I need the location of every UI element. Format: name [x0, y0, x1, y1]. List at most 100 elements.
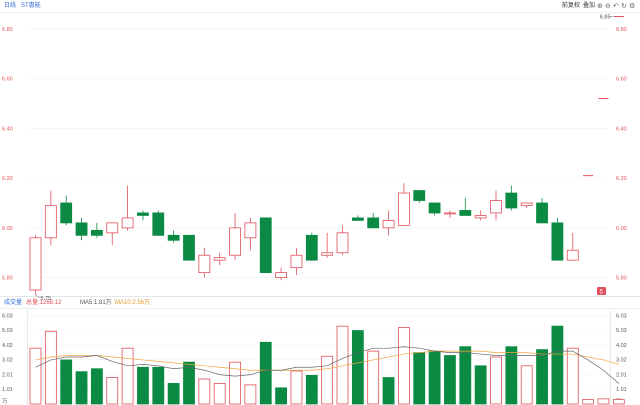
price-tick-label-left: 6.40 [2, 126, 13, 132]
candle-body [229, 227, 241, 256]
candle-body [244, 222, 257, 239]
settings-icon[interactable]: ⚙ [629, 2, 635, 10]
volume-bar [244, 384, 257, 405]
volume-tick-label-right: 4.02 [616, 343, 627, 349]
volume-bar [505, 346, 518, 405]
volume-tick-label-left: 5.03 [2, 328, 13, 334]
adjust-mode-button[interactable]: 前复权 [562, 3, 581, 9]
volume-bar [582, 399, 594, 405]
volume-bar [367, 350, 380, 405]
volume-bar [490, 356, 502, 405]
volume-bar [75, 371, 88, 405]
refresh-icon[interactable]: ↻ [621, 2, 627, 10]
volume-bar [29, 347, 42, 405]
volume-bar [597, 398, 610, 405]
volume-tick-label-right: 2.01 [616, 372, 627, 378]
ma10-line [35, 350, 619, 371]
volume-bar [60, 359, 73, 405]
volume-bar [444, 355, 456, 405]
candle-body [183, 234, 195, 261]
zoom-out-icon[interactable]: ⊖ [605, 2, 611, 10]
price-tick-label-left: 6.20 [2, 176, 13, 182]
volume-bar [428, 350, 441, 405]
volume-bar [152, 366, 165, 405]
volume-bar [459, 346, 472, 405]
candle-body [121, 217, 134, 229]
candle-body [397, 192, 410, 226]
price-tick-label-right: 6.40 [616, 126, 627, 132]
limit-badge-label: 5 [600, 290, 604, 296]
volume-bar [321, 355, 334, 405]
candle-body [60, 202, 73, 224]
candle-body [566, 249, 579, 261]
candle-body [305, 234, 318, 261]
volume-bar [566, 347, 579, 405]
candle-body [75, 222, 88, 236]
price-tick-label-right: 6.20 [616, 176, 627, 182]
candle-body [520, 202, 533, 206]
price-tick-label-right: 6.60 [616, 77, 627, 83]
candle-body [290, 254, 303, 269]
ma5-line [35, 346, 620, 384]
volume-bar [121, 347, 134, 405]
volume-bar [520, 365, 533, 405]
candle-body [29, 237, 42, 291]
volume-bar [413, 352, 426, 405]
candle-body [367, 217, 380, 229]
candle-body [213, 257, 226, 261]
volume-panel-title[interactable]: 成交量 [4, 300, 23, 306]
volume-tick-label-left: 6.03 [2, 313, 13, 319]
candle-body [428, 202, 441, 214]
volume-tick-label-left: 3.02 [2, 358, 13, 364]
price-tick-label-left: 6.80 [2, 27, 13, 33]
chart-toolbar: 日线 ST惠能 前复权 叠加 [0, 0, 640, 12]
candle-body [44, 205, 57, 239]
stock-name-label[interactable]: ST惠能 [21, 3, 41, 9]
candle-body [152, 212, 165, 236]
candle-body [459, 210, 472, 216]
candle-body [382, 219, 395, 229]
volume-unit-label: 万 [2, 398, 8, 405]
candle-body [490, 200, 502, 214]
volume-bar [382, 377, 395, 405]
candle-body [536, 202, 548, 224]
ma5-label: MA5:1.81万 [80, 300, 112, 306]
zoom-in-icon[interactable]: ⊕ [597, 2, 603, 10]
candle-body [505, 192, 518, 209]
volume-bar [213, 383, 226, 405]
candle-body [351, 217, 364, 221]
undo-icon[interactable]: ↶ [613, 2, 619, 10]
price-tick-label-right: 6.80 [616, 27, 627, 33]
price-tick-label-left: 6.60 [2, 77, 13, 83]
volume-bar [551, 325, 564, 405]
volume-tick-label-right: 5.03 [616, 328, 627, 334]
volume-bar [612, 399, 625, 405]
volume-tick-label-left: 1.01 [2, 387, 13, 393]
low-marker-pointer [35, 294, 41, 299]
volume-bar [305, 374, 318, 405]
candle-body [321, 252, 334, 256]
period-selector[interactable]: 日线 [4, 3, 17, 9]
limit-badge [597, 287, 606, 295]
volume-bar [397, 327, 410, 405]
volume-tick-label-left: 4.02 [2, 343, 13, 349]
volume-bar [183, 361, 195, 405]
volume-bar [275, 387, 288, 405]
volume-bar [259, 341, 272, 405]
overlay-button[interactable]: 叠加 [583, 3, 596, 9]
candle-body [474, 215, 487, 219]
volume-total-label: 总量:1268.12 [26, 300, 62, 306]
volume-tick-label-left: 2.01 [2, 372, 13, 378]
volume-bar [91, 368, 103, 405]
candle-body [275, 272, 288, 278]
low-marker-label: 5.75 [41, 296, 52, 302]
volume-bar [474, 365, 487, 405]
volume-bar [351, 330, 364, 405]
candle-body [444, 212, 456, 215]
volume-tick-label-right: 6.03 [616, 313, 627, 319]
volume-tick-label-right: 3.02 [616, 358, 627, 364]
volume-bar [137, 366, 149, 405]
volume-bar [290, 370, 303, 405]
volume-bar [229, 361, 241, 405]
candle-body [137, 212, 149, 216]
